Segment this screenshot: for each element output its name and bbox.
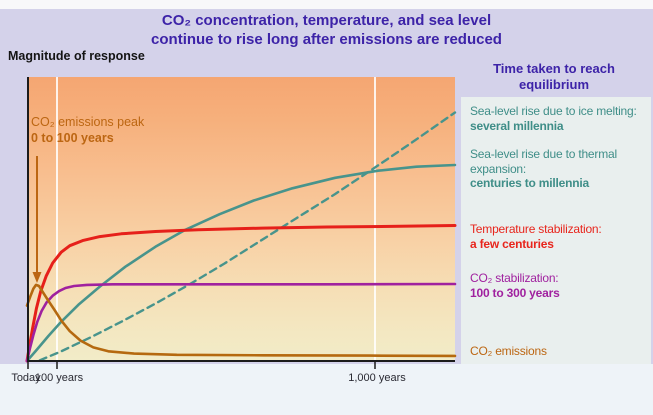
emissions-peak-annotation-line2: 0 to 100 years bbox=[31, 130, 114, 145]
bottom-strip bbox=[0, 364, 653, 415]
annotation-arrow-head bbox=[32, 272, 42, 283]
chart-title-line1: CO₂ concentration, temperature, and sea … bbox=[161, 12, 492, 29]
x-tick-label-100-years: 100 years bbox=[34, 372, 84, 384]
chart-title-line2: continue to rise long after emissions ar… bbox=[151, 31, 502, 48]
co2-stabilization-curve bbox=[25, 282, 457, 363]
x-tick-label-1000-years: 1,000 years bbox=[348, 372, 406, 384]
axis-tick-marks bbox=[27, 361, 376, 369]
legend-item-co2-stabilization: CO₂ stabilization: 100 to 300 years bbox=[470, 271, 650, 300]
chart-title: CO₂ concentration, temperature, and sea … bbox=[0, 11, 653, 49]
legend-item-time: 100 to 300 years bbox=[470, 285, 560, 300]
legend-item-co2-emissions: CO₂ emissions bbox=[470, 344, 650, 359]
x-tick-label-today: Today bbox=[11, 372, 41, 384]
legend-panel bbox=[461, 97, 651, 364]
plot-area-background bbox=[27, 77, 455, 362]
legend-heading-line2: equilibrium bbox=[518, 77, 590, 92]
y-axis-label: Magnitude of response bbox=[8, 49, 145, 63]
legend-item-thermal-expansion: Sea-level rise due to thermal expansion:… bbox=[470, 147, 650, 191]
emissions-peak-annotation-line1: CO₂ emissions peak bbox=[31, 115, 145, 129]
legend-item-time: a few centuries bbox=[470, 236, 554, 251]
legend-heading: Time taken to reach equilibrium bbox=[455, 61, 653, 93]
legend-item-label: Sea-level rise due to ice melting: bbox=[470, 104, 637, 118]
legend-item-label: CO₂ emissions bbox=[470, 344, 547, 358]
legend-item-ice-melting: Sea-level rise due to ice melting: sever… bbox=[470, 104, 650, 133]
ice-melting-curve bbox=[38, 111, 457, 362]
temperature-curve bbox=[25, 224, 457, 363]
plot-canvas bbox=[25, 77, 457, 369]
legend-item-time: centuries to millennia bbox=[470, 176, 589, 190]
emissions-peak-annotation: CO₂ emissions peak 0 to 100 years bbox=[31, 115, 144, 146]
legend-item-label: Sea-level rise due to thermal expansion: bbox=[470, 147, 617, 176]
co2-emissions-curve bbox=[25, 283, 457, 358]
gridline-100-years bbox=[56, 77, 58, 361]
thermal-expansion-curve bbox=[25, 163, 457, 363]
legend-item-time: several millennia bbox=[470, 118, 564, 133]
legend-heading-line1: Time taken to reach bbox=[493, 61, 615, 76]
top-strip bbox=[0, 0, 653, 9]
legend-item-label: Temperature stabilization: bbox=[470, 222, 602, 236]
legend-item-temperature-stabilization: Temperature stabilization: a few centuri… bbox=[470, 222, 650, 251]
curves-layer bbox=[25, 111, 457, 363]
gridline-1000-years bbox=[374, 77, 376, 361]
legend-item-label: CO₂ stabilization: bbox=[470, 271, 559, 285]
